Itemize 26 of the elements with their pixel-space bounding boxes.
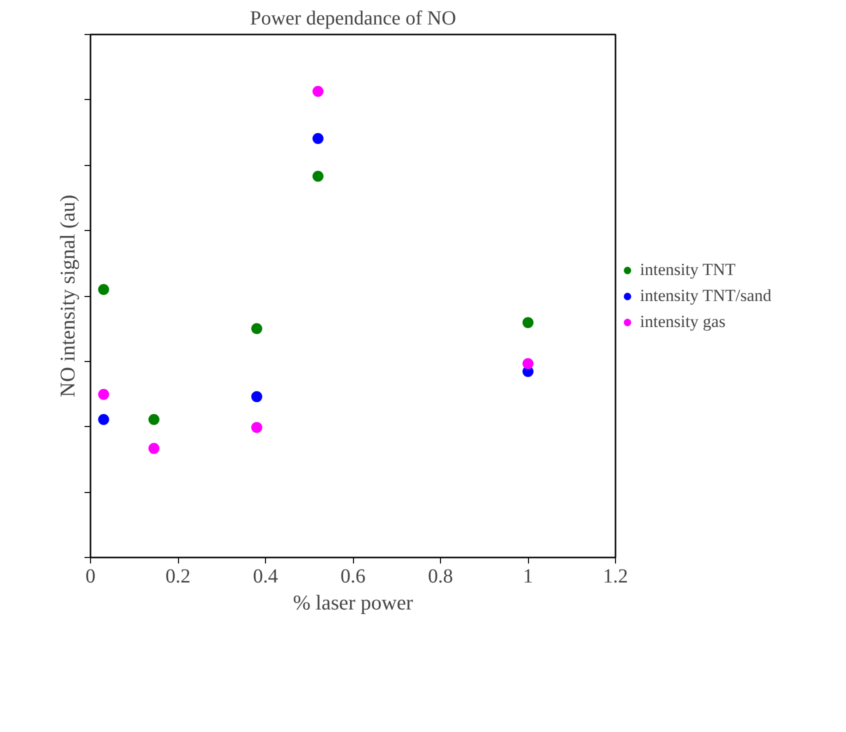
x-tick-label: 0.2 bbox=[166, 566, 190, 588]
point bbox=[522, 358, 534, 370]
y-axis-title: NO intensity signal (au) bbox=[56, 194, 80, 398]
legend-label: intensity TNT bbox=[640, 260, 736, 280]
point bbox=[251, 323, 262, 334]
legend-label: intensity gas bbox=[640, 312, 726, 332]
chart-title: Power dependance of NO bbox=[250, 8, 456, 30]
point bbox=[251, 422, 262, 433]
x-tick-label: 0 bbox=[86, 566, 96, 588]
point bbox=[251, 391, 262, 402]
legend-label: intensity TNT/sand bbox=[640, 286, 772, 306]
x-tick-label: 0.4 bbox=[253, 566, 278, 588]
x-tick-label: 0.6 bbox=[340, 566, 366, 588]
point bbox=[148, 414, 160, 426]
x-tick-label: 1 bbox=[523, 566, 533, 588]
point bbox=[98, 388, 110, 400]
point bbox=[312, 86, 324, 97]
point bbox=[98, 414, 110, 426]
x-axis-title: % laser power bbox=[292, 590, 414, 614]
point bbox=[148, 442, 160, 454]
point bbox=[522, 317, 534, 328]
point bbox=[312, 132, 324, 144]
point bbox=[98, 284, 110, 295]
x-tick-label: 0.8 bbox=[428, 566, 453, 588]
point bbox=[312, 170, 324, 182]
x-tick-label: 1.2 bbox=[603, 566, 628, 588]
